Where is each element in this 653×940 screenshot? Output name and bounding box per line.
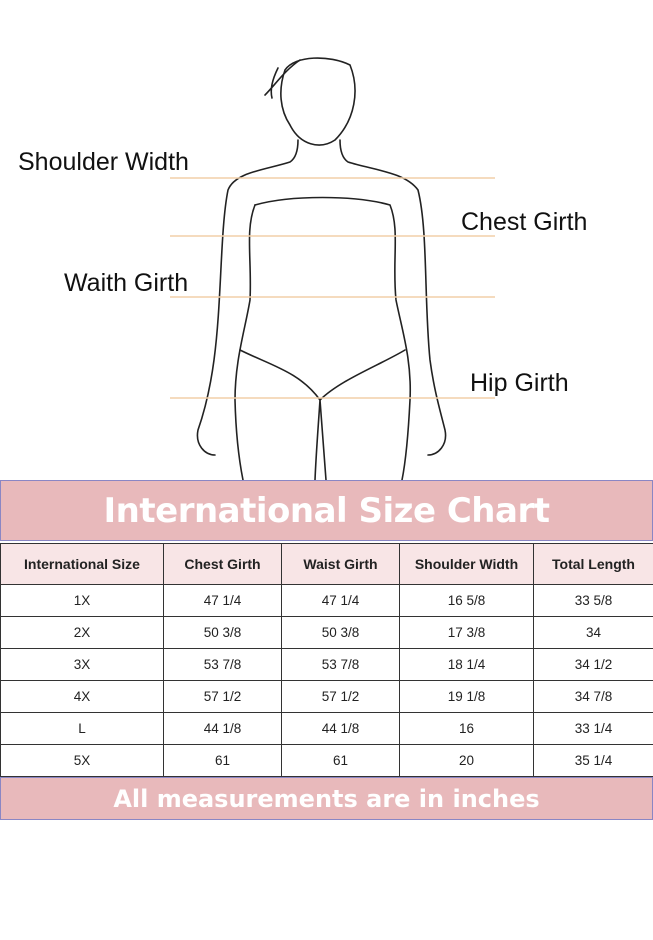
table-cell: 16 5/8 <box>399 584 534 617</box>
table-cell: 34 <box>533 616 653 649</box>
table-cell: 33 1/4 <box>533 712 653 745</box>
chart-title: International Size Chart <box>0 480 653 541</box>
table-cell: 20 <box>399 744 534 777</box>
table-cell: 44 1/8 <box>163 712 282 745</box>
table-row: 2X 50 3/8 50 3/8 17 3/8 34 <box>0 616 653 649</box>
waist-girth-label: Waith Girth <box>64 269 189 297</box>
column-header: Shoulder Width <box>399 543 534 585</box>
column-header: International Size <box>0 543 164 585</box>
size-table: International Size Chest Girth Waist Girth… <box>0 543 653 777</box>
table-cell: 57 1/2 <box>163 680 282 713</box>
body-measurement-figure: Shoulder Width Chest Girth Waith Girth H… <box>18 57 588 480</box>
size-chart: International Size Chart International S… <box>0 480 653 820</box>
table-row: L 44 1/8 44 1/8 16 33 1/4 <box>0 712 653 745</box>
hip-girth-label: Hip Girth <box>470 369 569 397</box>
table-cell: 61 <box>281 744 400 777</box>
table-cell: 2X <box>0 616 164 649</box>
table-cell: 4X <box>0 680 164 713</box>
table-cell: 35 1/4 <box>533 744 653 777</box>
table-cell: 61 <box>163 744 282 777</box>
table-cell: 47 1/4 <box>281 584 400 617</box>
shoulder-width-label: Shoulder Width <box>18 148 189 176</box>
table-cell: 34 1/2 <box>533 648 653 681</box>
table-header-row: International Size Chest Girth Waist Girth… <box>0 543 653 585</box>
table-cell: 19 1/8 <box>399 680 534 713</box>
table-cell: 44 1/8 <box>281 712 400 745</box>
chest-girth-label: Chest Girth <box>461 208 588 236</box>
table-cell: 50 3/8 <box>281 616 400 649</box>
table-cell: 53 7/8 <box>281 648 400 681</box>
table-row: 1X 47 1/4 47 1/4 16 5/8 33 5/8 <box>0 584 653 617</box>
column-header: Chest Girth <box>163 543 282 585</box>
table-cell: 53 7/8 <box>163 648 282 681</box>
table-cell: 17 3/8 <box>399 616 534 649</box>
table-row: 3X 53 7/8 53 7/8 18 1/4 34 1/2 <box>0 648 653 681</box>
column-header: Waist Girth <box>281 543 400 585</box>
table-cell: 50 3/8 <box>163 616 282 649</box>
table-cell: 33 5/8 <box>533 584 653 617</box>
measurement-lines <box>170 177 495 399</box>
column-header: Total Length <box>533 543 653 585</box>
table-row: 5X 61 61 20 35 1/4 <box>0 744 653 777</box>
table-cell: 1X <box>0 584 164 617</box>
table-cell: 47 1/4 <box>163 584 282 617</box>
table-cell: 5X <box>0 744 164 777</box>
table-cell: 34 7/8 <box>533 680 653 713</box>
table-cell: 18 1/4 <box>399 648 534 681</box>
table-row: 4X 57 1/2 57 1/2 19 1/8 34 7/8 <box>0 680 653 713</box>
table-cell: 3X <box>0 648 164 681</box>
table-cell: 57 1/2 <box>281 680 400 713</box>
table-cell: L <box>0 712 164 745</box>
table-cell: 16 <box>399 712 534 745</box>
units-note: All measurements are in inches <box>0 777 653 820</box>
body-outline-illustration <box>170 57 495 480</box>
